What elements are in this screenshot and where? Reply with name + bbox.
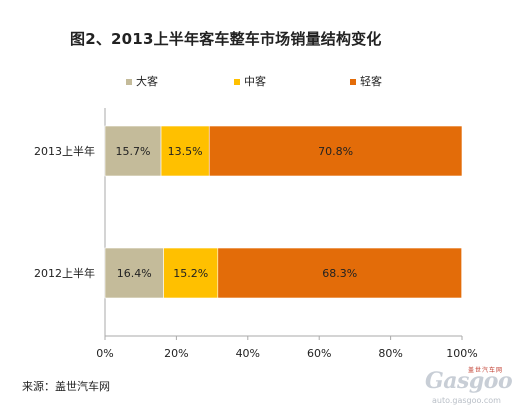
data-label: 15.7% bbox=[116, 145, 151, 158]
bar-segment bbox=[163, 247, 219, 299]
chart-title: 图2、2013上半年客车整车市场销量结构变化 bbox=[70, 30, 382, 48]
watermark-tagline: 盖世汽车网 bbox=[468, 367, 504, 374]
legend-swatch bbox=[350, 79, 356, 85]
data-label: 70.8% bbox=[318, 145, 353, 158]
x-tick-label: 40% bbox=[236, 347, 260, 360]
watermark-url: auto.gasgoo.com bbox=[432, 396, 501, 405]
category-label: 2013上半年 bbox=[34, 144, 95, 158]
bar-segment bbox=[160, 125, 210, 177]
bar-segment bbox=[104, 125, 162, 177]
data-label: 16.4% bbox=[117, 267, 152, 280]
bar-segment bbox=[217, 247, 462, 299]
watermark-logo: Gasgoo bbox=[425, 368, 513, 394]
x-tick-label: 60% bbox=[307, 347, 331, 360]
x-tick-label: 80% bbox=[378, 347, 402, 360]
source-note: 来源：盖世汽车网 bbox=[22, 380, 110, 393]
legend-label: 中客 bbox=[244, 74, 266, 88]
category-label: 2012上半年 bbox=[34, 266, 95, 280]
data-label: 15.2% bbox=[173, 267, 208, 280]
x-tick-label: 20% bbox=[164, 347, 188, 360]
bar-segment bbox=[208, 125, 463, 177]
x-tick-label: 0% bbox=[96, 347, 113, 360]
data-label: 68.3% bbox=[322, 267, 357, 280]
legend-swatch bbox=[234, 79, 240, 85]
data-label: 13.5% bbox=[168, 145, 203, 158]
x-tick-label: 100% bbox=[446, 347, 477, 360]
legend-swatch bbox=[126, 79, 132, 85]
bar-segment bbox=[104, 247, 164, 299]
legend-label: 轻客 bbox=[360, 74, 382, 88]
legend-label: 大客 bbox=[136, 74, 158, 88]
